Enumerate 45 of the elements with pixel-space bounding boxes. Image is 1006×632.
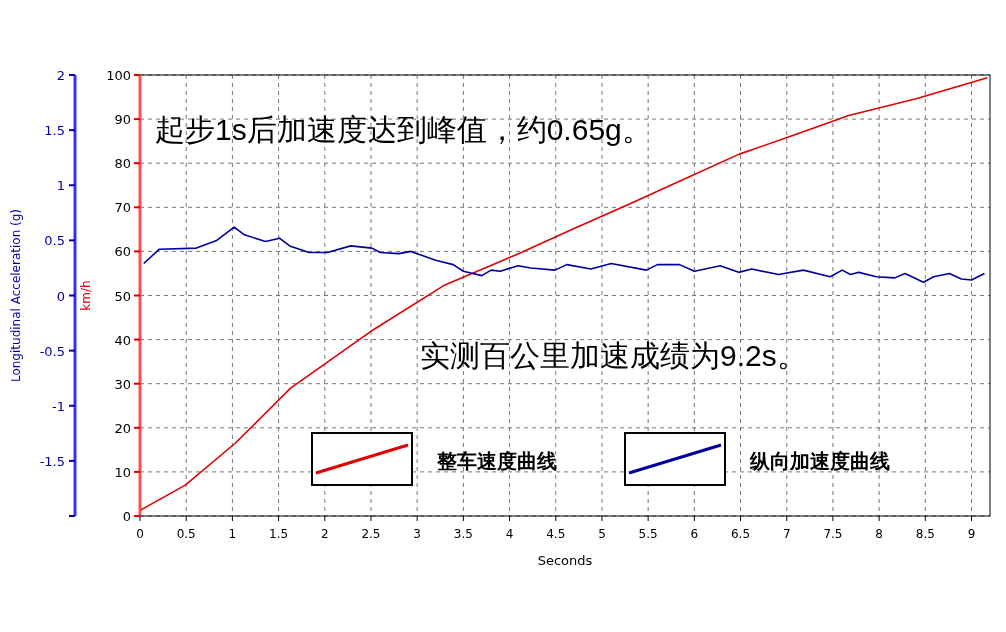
y-tick-label: 0 [122, 509, 131, 524]
x-tick-label: 0.5 [176, 527, 196, 541]
y-tick-label: 50 [114, 288, 131, 304]
legend-label: 纵向加速度曲线 [749, 450, 890, 472]
y2-tick-label: 2 [56, 68, 65, 83]
x-tick-label: 8 [875, 527, 883, 541]
y-tick-label: 40 [114, 332, 131, 348]
y2-axis-title: Longitudinal Acceleration (g) [9, 208, 23, 383]
y-tick-label: 70 [114, 200, 131, 216]
y2-tick-label: 0 [56, 288, 65, 304]
y-tick-label: 10 [114, 464, 131, 480]
y-tick-label: 80 [114, 156, 131, 172]
x-tick-label: 2.5 [361, 527, 381, 541]
y2-tick-label: -1 [52, 398, 65, 414]
x-tick-label: 5.5 [638, 527, 658, 541]
legend-label: 整车速度曲线 [436, 450, 557, 472]
x-tick-label: 3 [413, 527, 421, 541]
x-tick-label: 3.5 [453, 527, 473, 541]
x-tick-label: 0 [136, 527, 144, 541]
x-tick-label: 4 [505, 527, 514, 541]
y-tick-label: 90 [114, 112, 131, 128]
annotation: 起步1s后加速度达到峰值，约0.65g。 [155, 113, 652, 146]
y2-tick-label: -1.5 [39, 453, 65, 469]
x-tick-label: 2 [320, 527, 329, 541]
y-tick-label: 100 [106, 68, 131, 83]
y-axis-title: km/h [79, 280, 93, 311]
y2-tick-label: 0.5 [44, 233, 65, 249]
y-tick-label: 30 [114, 376, 131, 392]
x-tick-label: 9 [967, 527, 976, 541]
x-tick-label: 6 [690, 527, 699, 541]
x-tick-label: 1 [228, 527, 237, 541]
y2-tick-label: -0.5 [39, 343, 65, 359]
x-tick-label: 1.5 [269, 527, 289, 541]
annotation: 实测百公里加速成绩为9.2s。 [420, 339, 807, 372]
x-tick-label: 7.5 [823, 527, 843, 541]
y2-tick-label: 1 [56, 178, 65, 194]
y2-tick-label: 1.5 [44, 123, 65, 139]
y-tick-label: 60 [114, 244, 131, 260]
y-tick-label: 20 [114, 420, 131, 436]
x-tick-label: 8.5 [915, 527, 935, 541]
x-tick-label: 7 [782, 527, 791, 541]
x-tick-label: 6.5 [731, 527, 751, 541]
x-axis-title: Seconds [537, 553, 593, 568]
x-tick-label: 5 [598, 527, 606, 541]
x-tick-label: 4.5 [546, 527, 566, 541]
